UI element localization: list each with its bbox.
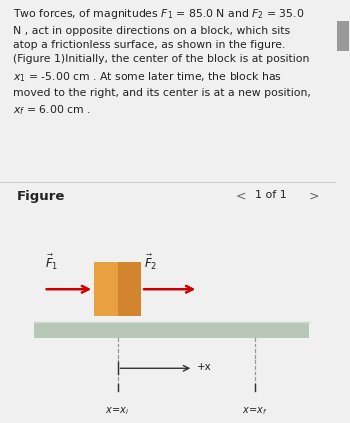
Bar <box>94 262 141 316</box>
Text: $x\!=\!x_f$: $x\!=\!x_f$ <box>243 405 268 417</box>
Bar <box>118 262 141 316</box>
Bar <box>34 322 309 338</box>
Text: $\vec{F}_1$: $\vec{F}_1$ <box>46 253 59 272</box>
Text: Figure: Figure <box>17 190 65 203</box>
Text: +x: +x <box>197 362 211 372</box>
Text: $\vec{F}_2$: $\vec{F}_2$ <box>145 253 158 272</box>
Text: <: < <box>235 190 246 203</box>
Text: Two forces, of magnitudes $F_1$ = 85.0 N and $F_2$ = 35.0
N , act in opposite di: Two forces, of magnitudes $F_1$ = 85.0 N… <box>13 7 311 118</box>
Text: >: > <box>309 190 320 203</box>
Bar <box>337 21 349 51</box>
Text: 1 of 1: 1 of 1 <box>256 190 287 200</box>
Text: $x\!=\!x_i$: $x\!=\!x_i$ <box>105 405 130 417</box>
